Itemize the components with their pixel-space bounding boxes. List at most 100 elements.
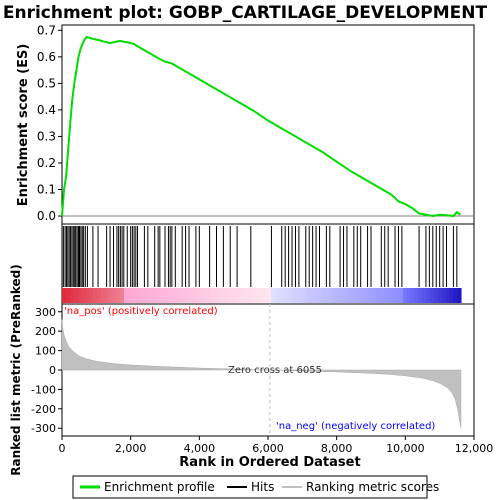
metric-x-axis: 0 2,000 4,000 6,000 8,000 10,000 12,000: [59, 436, 494, 455]
rank-bar-cell: [329, 288, 334, 303]
rank-bar-cell: [62, 288, 67, 303]
x-tick-label: 6,000: [252, 442, 284, 455]
hit-lines: [62, 226, 458, 287]
rank-bar-cell: [317, 288, 323, 303]
rank-bar-cell: [313, 288, 319, 303]
rank-bar-cell: [135, 288, 141, 303]
rank-bar-cell: [294, 288, 299, 303]
rank-bar-cell: [92, 288, 98, 303]
es-y-tick-label: 0.2: [37, 156, 56, 170]
rank-bar-cell: [120, 288, 125, 303]
rank-bar-cell: [348, 288, 354, 303]
rank-bar-cell: [193, 288, 199, 303]
rank-bar-cell: [112, 288, 117, 303]
rank-bar-cell: [205, 288, 210, 303]
es-y-tick-label: 0.3: [37, 129, 56, 143]
rank-bar-cell: [282, 288, 288, 303]
rank-bar-cell: [321, 288, 326, 303]
rank-bar-cell: [379, 288, 385, 303]
rank-bar-cell: [371, 288, 377, 303]
rank-bar-cell: [220, 288, 226, 303]
rank-bar-cell: [271, 288, 276, 303]
metric-y-axis: -300 -200 -100 0 100 200 300: [31, 306, 62, 435]
rank-bar-cell: [278, 288, 284, 303]
rank-bar-cell: [429, 288, 435, 303]
x-tick-label: 0: [59, 442, 66, 455]
rank-bar-cell: [182, 288, 187, 303]
rank-bar-cell: [131, 288, 137, 303]
rank-bar-cell: [85, 288, 90, 303]
zero-cross-label: Zero cross at 6055: [228, 365, 322, 376]
legend-frame: [72, 475, 428, 499]
x-tick-label: 10,000: [386, 442, 425, 455]
legend-label-metric: Ranking metric scores: [306, 480, 439, 494]
metric-y-tick-label: 0: [49, 364, 56, 377]
rank-bar-cell: [367, 288, 373, 303]
rank-bar-cell: [445, 288, 450, 303]
rank-bar-cell: [123, 288, 129, 303]
rank-bar-cell: [143, 288, 148, 303]
rank-bar-cell: [433, 288, 439, 303]
es-y-tick-label: 0.7: [37, 23, 56, 37]
rank-bar-cell: [383, 288, 388, 303]
rank-bar-cell: [162, 288, 168, 303]
x-tick-label: 4,000: [184, 442, 216, 455]
rank-bar-cell: [441, 288, 447, 303]
rank-bar-cell: [298, 288, 303, 303]
rank-bar-cell: [228, 288, 234, 303]
rank-bar-cell: [286, 288, 292, 303]
rank-bar-cell: [259, 288, 265, 303]
legend-label-hits: Hits: [251, 480, 274, 494]
es-y-tick-label: 0.0: [37, 209, 56, 223]
rank-bar-cell: [437, 288, 443, 303]
rank-bar-cell: [426, 288, 431, 303]
legend-label-enrichment: Enrichment profile: [104, 480, 215, 494]
rank-bar-cell: [290, 288, 295, 303]
metric-y-tick-label: 200: [35, 325, 56, 338]
rank-bar-cell: [360, 288, 365, 303]
x-tick-label: 12,000: [455, 442, 494, 455]
rank-bar-cell: [255, 288, 261, 303]
metric-y-tick-label: -300: [31, 422, 56, 435]
es-y-tick-label: 0.6: [37, 50, 56, 64]
chart-title: Enrichment plot: GOBP_CARTILAGE_DEVELOPM…: [3, 3, 488, 23]
rank-bar-cell: [422, 288, 427, 303]
rank-bar-cell: [340, 288, 346, 303]
rank-bar-cell: [236, 288, 241, 303]
rank-bar-cell: [457, 288, 462, 303]
rank-bar-cell: [410, 288, 416, 303]
rank-bar-cell: [139, 288, 144, 303]
rank-bar-cell: [275, 288, 280, 303]
es-y-axis: 0.0 0.1 0.2 0.3 0.4 0.5 0.6 0.7: [37, 23, 62, 223]
rank-bar-cell: [240, 288, 245, 303]
rank-bar-cell: [395, 288, 400, 303]
rank-bar-cell: [406, 288, 412, 303]
rank-bar-cell: [77, 288, 82, 303]
legend: Enrichment profile Hits Ranking metric s…: [72, 475, 439, 499]
metric-y-tick-label: -100: [31, 383, 56, 396]
rank-bar-cell: [333, 288, 338, 303]
rank-bar-cell: [244, 288, 249, 303]
rank-bar-cell: [232, 288, 237, 303]
rank-bar-cell: [147, 288, 152, 303]
rank-bar-cell: [178, 288, 183, 303]
rank-bar-cell: [224, 288, 230, 303]
es-y-tick-label: 0.1: [37, 183, 56, 197]
rank-bar-cell: [209, 288, 214, 303]
rank-bar-cell: [100, 288, 106, 303]
rank-bar-cell: [267, 288, 272, 303]
rank-bar-cell: [89, 288, 94, 303]
rank-bar-cell: [174, 288, 179, 303]
rank-bar-cell: [96, 288, 102, 303]
rank-bar-cell: [309, 288, 315, 303]
rank-bar-cell: [197, 288, 203, 303]
rank-color-bar: [62, 288, 462, 303]
es-plot-frame: [61, 24, 475, 225]
rank-bar-cell: [356, 288, 361, 303]
rank-bar-cell: [170, 288, 175, 303]
rank-bar-cell: [391, 288, 396, 303]
rank-bar-cell: [402, 288, 408, 303]
rank-bar-cell: [418, 288, 423, 303]
x-tick-label: 8,000: [321, 442, 353, 455]
